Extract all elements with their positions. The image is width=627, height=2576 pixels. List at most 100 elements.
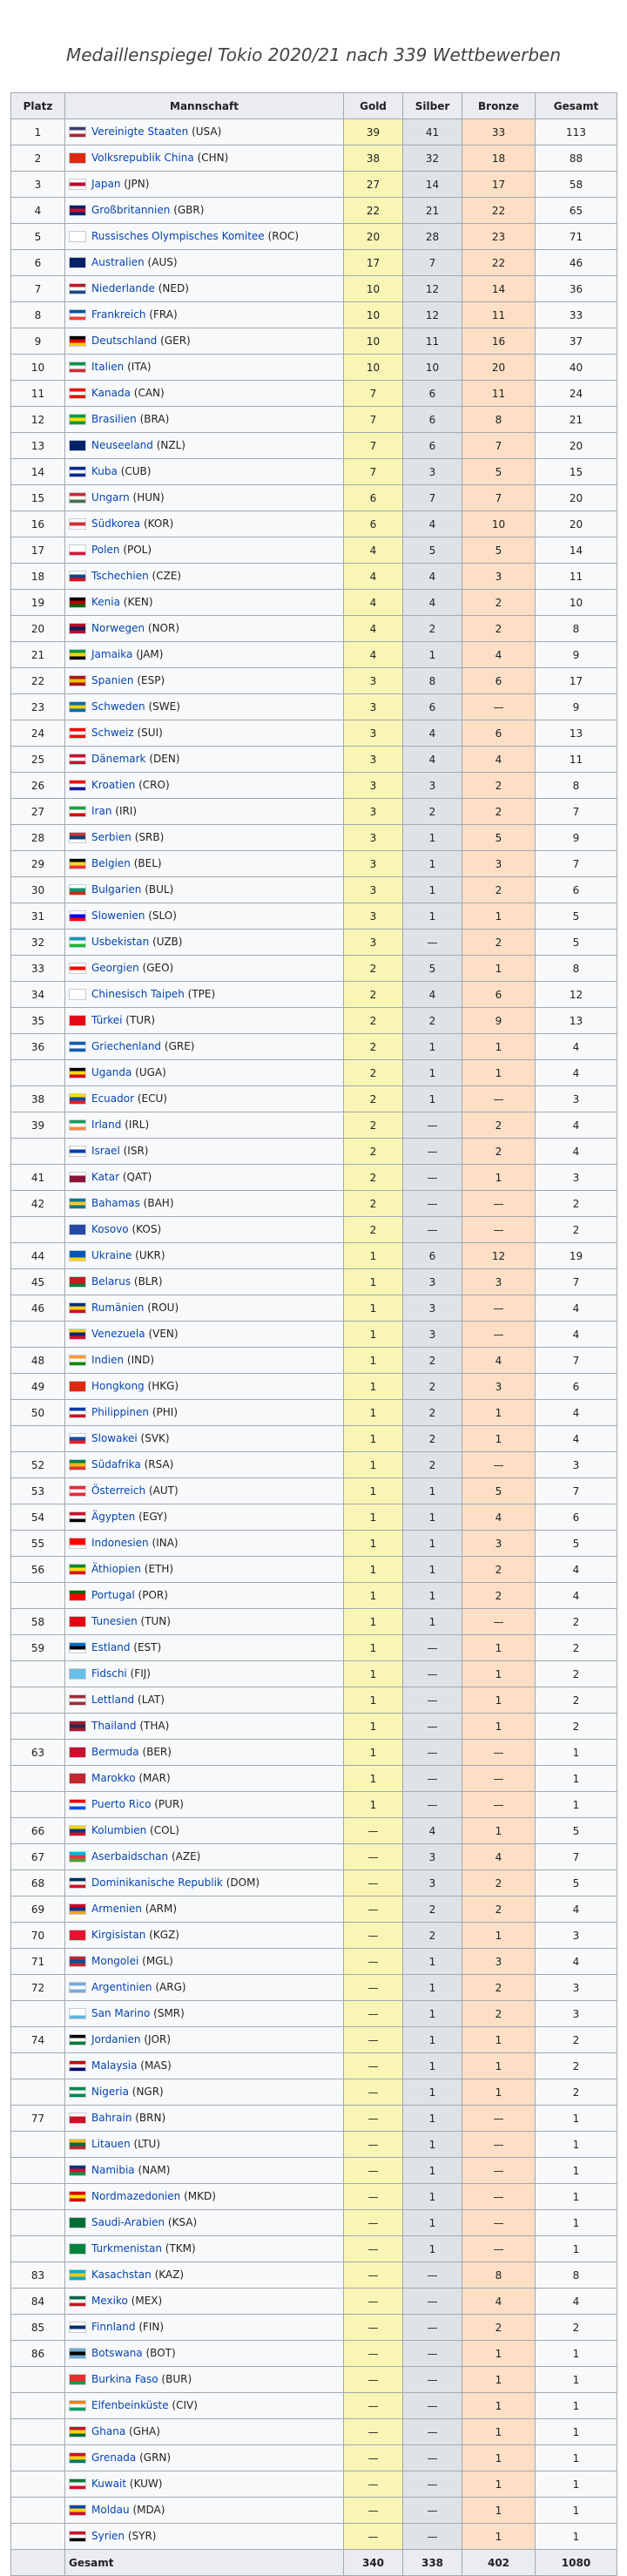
team-link[interactable]: Ägypten (91, 1511, 136, 1523)
header-bronze[interactable]: Bronze (462, 92, 536, 119)
team-link[interactable]: Kroatien (91, 779, 136, 791)
team-link[interactable]: San Marino (91, 2007, 151, 2019)
team-link[interactable]: Kasachstan (91, 2268, 152, 2281)
team-link[interactable]: Spanien (91, 674, 134, 686)
team-link[interactable]: Deutschland (91, 335, 158, 347)
team-link[interactable]: Mongolei (91, 1955, 139, 1967)
team-link[interactable]: Argentinien (91, 1981, 152, 1993)
team-link[interactable]: Bermuda (91, 1746, 139, 1758)
team-link[interactable]: Litauen (91, 2138, 131, 2150)
team-link[interactable]: Philippinen (91, 1406, 150, 1418)
team-link[interactable]: Neuseeland (91, 439, 153, 451)
team-link[interactable]: Dänemark (91, 753, 146, 765)
team-link[interactable]: Bahamas (91, 1197, 140, 1209)
header-rank[interactable]: Platz (10, 92, 65, 119)
team-link[interactable]: Fidschi (91, 1667, 127, 1680)
header-silver[interactable]: Silber (402, 92, 462, 119)
team-link[interactable]: Äthiopien (91, 1563, 141, 1575)
team-link[interactable]: Frankreich (91, 308, 146, 321)
team-link[interactable]: Südkorea (91, 517, 141, 530)
team-link[interactable]: Aserbaidschan (91, 1850, 169, 1863)
team-link[interactable]: Chinesisch Taipeh (91, 988, 185, 1000)
team-link[interactable]: Jordanien (91, 2033, 141, 2045)
header-team[interactable]: Mannschaft (64, 92, 344, 119)
team-link[interactable]: Syrien (91, 2530, 125, 2542)
team-link[interactable]: Kuba (91, 465, 118, 477)
team-link[interactable]: Russisches Olympisches Komitee (91, 230, 265, 242)
header-gold[interactable]: Gold (343, 92, 403, 119)
team-link[interactable]: Großbritannien (91, 204, 171, 216)
team-link[interactable]: Kanada (91, 387, 131, 399)
team-link[interactable]: Bahrain (91, 2112, 132, 2124)
team-link[interactable]: Tunesien (91, 1615, 138, 1627)
team-link[interactable]: Indien (91, 1354, 125, 1366)
team-link[interactable]: Türkei (91, 1014, 123, 1026)
team-link[interactable]: Niederlande (91, 282, 155, 294)
team-link[interactable]: Finnland (91, 2321, 136, 2333)
team-link[interactable]: Volksrepublik China (91, 152, 194, 164)
team-link[interactable]: Iran (91, 805, 112, 817)
team-link[interactable]: Usbekistan (91, 936, 150, 948)
team-link[interactable]: Namibia (91, 2164, 135, 2176)
team-link[interactable]: Kuwait (91, 2478, 127, 2490)
team-link[interactable]: Slowakei (91, 1432, 138, 1444)
team-link[interactable]: Israel (91, 1145, 120, 1157)
team-link[interactable]: Venezuela (91, 1328, 145, 1340)
team-link[interactable]: Italien (91, 361, 125, 373)
team-link[interactable]: Nordmazedonien (91, 2190, 181, 2202)
team-link[interactable]: Griechenland (91, 1040, 162, 1052)
header-total[interactable]: Gesamt (535, 92, 617, 119)
team-link[interactable]: Ecuador (91, 1092, 135, 1105)
team-link[interactable]: Elfenbeinküste (91, 2399, 169, 2411)
team-link[interactable]: Rumänien (91, 1302, 145, 1314)
team-link[interactable]: Bulgarien (91, 883, 142, 896)
team-link[interactable]: Mexiko (91, 2295, 128, 2307)
team-link[interactable]: Georgien (91, 962, 139, 974)
team-link[interactable]: Puerto Rico (91, 1798, 152, 1810)
team-link[interactable]: Indonesien (91, 1537, 149, 1549)
team-link[interactable]: Schweden (91, 700, 145, 713)
team-link[interactable]: Österreich (91, 1484, 146, 1497)
team-link[interactable]: Norwegen (91, 622, 145, 634)
team-link[interactable]: Brasilien (91, 413, 137, 425)
team-cell: Moldau (MDA) (64, 2497, 344, 2524)
team-link[interactable]: Botswana (91, 2347, 143, 2359)
team-link[interactable]: Schweiz (91, 727, 134, 739)
team-link[interactable]: Belarus (91, 1275, 131, 1288)
team-link[interactable]: Irland (91, 1119, 122, 1131)
team-link[interactable]: Kosovo (91, 1223, 129, 1235)
team-link[interactable]: Kenia (91, 596, 120, 608)
team-link[interactable]: Hongkong (91, 1380, 145, 1392)
team-link[interactable]: Armenien (91, 1903, 142, 1915)
team-link[interactable]: Polen (91, 544, 120, 556)
team-link[interactable]: Australien (91, 256, 145, 268)
team-link[interactable]: Ungarn (91, 491, 130, 504)
team-link[interactable]: Moldau (91, 2504, 130, 2516)
team-link[interactable]: Japan (91, 178, 121, 190)
team-link[interactable]: Tschechien (91, 570, 149, 582)
team-link[interactable]: Slowenien (91, 909, 145, 922)
team-link[interactable]: Thailand (91, 1720, 137, 1732)
team-link[interactable]: Serbien (91, 831, 131, 843)
team-link[interactable]: Kirgisistan (91, 1929, 146, 1941)
team-link[interactable]: Belgien (91, 857, 131, 869)
team-link[interactable]: Turkmenistan (91, 2242, 162, 2255)
team-link[interactable]: Marokko (91, 1772, 136, 1784)
team-link[interactable]: Malaysia (91, 2059, 138, 2072)
team-link[interactable]: Kolumbien (91, 1824, 147, 1836)
team-link[interactable]: Grenada (91, 2451, 137, 2464)
team-link[interactable]: Südafrika (91, 1458, 141, 1471)
team-link[interactable]: Portugal (91, 1589, 135, 1601)
team-link[interactable]: Burkina Faso (91, 2373, 158, 2385)
team-link[interactable]: Lettland (91, 1694, 135, 1706)
team-link[interactable]: Dominikanische Republik (91, 1876, 223, 1889)
team-link[interactable]: Uganda (91, 1066, 132, 1078)
team-link[interactable]: Katar (91, 1171, 120, 1183)
team-link[interactable]: Jamaika (91, 648, 133, 660)
team-link[interactable]: Vereinigte Staaten (91, 125, 189, 138)
team-link[interactable]: Saudi-Arabien (91, 2216, 165, 2228)
team-link[interactable]: Estland (91, 1641, 131, 1653)
team-link[interactable]: Ghana (91, 2425, 126, 2437)
team-link[interactable]: Ukraine (91, 1249, 132, 1261)
team-link[interactable]: Nigeria (91, 2086, 129, 2098)
